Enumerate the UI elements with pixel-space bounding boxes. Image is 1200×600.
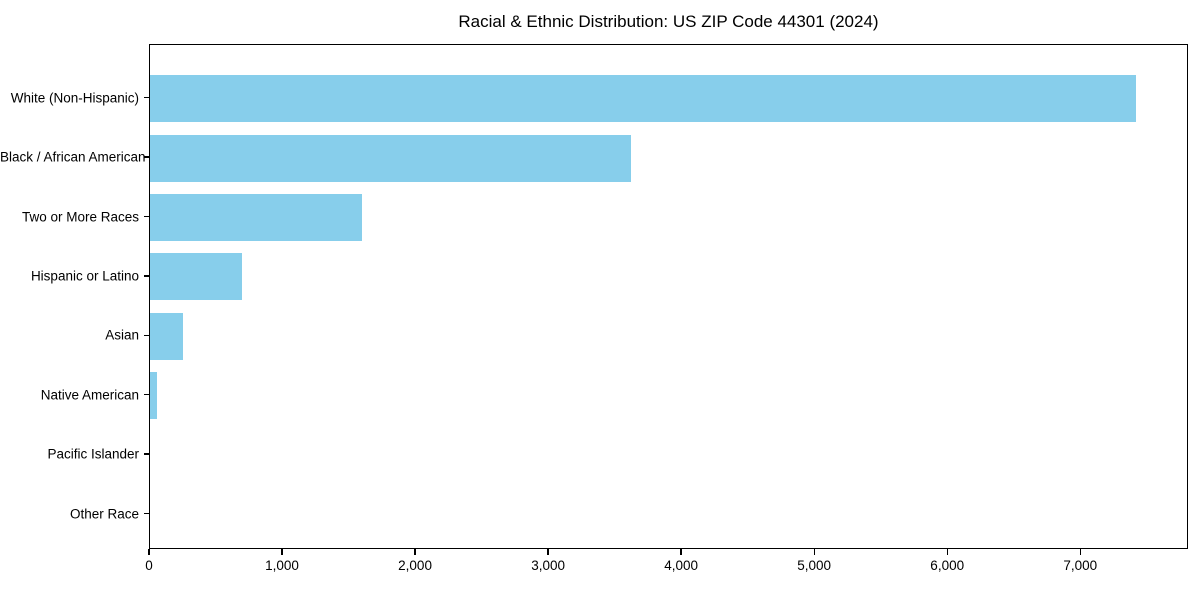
y-tick-mark bbox=[144, 275, 149, 277]
x-tick-mark bbox=[946, 549, 948, 555]
y-tick-mark bbox=[144, 394, 149, 396]
x-tick-label: 5,000 bbox=[797, 558, 832, 573]
bar bbox=[150, 372, 157, 420]
x-tick-label: 3,000 bbox=[531, 558, 565, 573]
x-tick-mark bbox=[680, 549, 682, 555]
y-tick-label: Two or More Races bbox=[21, 209, 139, 224]
y-tick-label: White (Non-Hispanic) bbox=[10, 90, 139, 106]
bar bbox=[150, 194, 363, 241]
y-tick-label: Black / African American bbox=[0, 149, 146, 165]
x-tick-label: 0 bbox=[145, 558, 153, 573]
y-tick-label: Pacific Islander bbox=[47, 446, 139, 462]
x-tick-label: 6,000 bbox=[930, 558, 965, 573]
y-tick-mark bbox=[144, 334, 149, 336]
y-tick-mark bbox=[144, 453, 149, 455]
chart-title: Racial & Ethnic Distribution: US ZIP Cod… bbox=[458, 12, 879, 31]
x-tick-label: 4,000 bbox=[664, 558, 699, 573]
bar bbox=[150, 134, 631, 182]
x-tick-mark bbox=[414, 549, 416, 555]
x-tick-mark bbox=[547, 549, 549, 555]
x-tick-label: 2,000 bbox=[398, 558, 432, 573]
bar bbox=[150, 75, 1136, 123]
y-tick-mark bbox=[144, 156, 149, 158]
y-tick-mark bbox=[144, 512, 149, 515]
plot-area bbox=[149, 44, 1188, 549]
x-tick-mark bbox=[148, 549, 150, 555]
x-tick-label: 1,000 bbox=[265, 558, 299, 573]
x-tick-mark bbox=[1079, 549, 1081, 555]
y-tick-label: Hispanic or Latino bbox=[30, 268, 139, 284]
x-tick-mark bbox=[281, 549, 283, 555]
y-tick-mark bbox=[144, 97, 149, 99]
x-tick-mark bbox=[813, 549, 815, 555]
y-tick-label: Asian bbox=[105, 327, 139, 343]
y-tick-label: Native American bbox=[40, 387, 139, 403]
bar bbox=[150, 312, 184, 360]
y-tick-label: Other Race bbox=[69, 506, 139, 521]
bar bbox=[150, 253, 243, 301]
y-tick-mark bbox=[144, 215, 149, 218]
x-tick-label: 7,000 bbox=[1063, 558, 1098, 573]
